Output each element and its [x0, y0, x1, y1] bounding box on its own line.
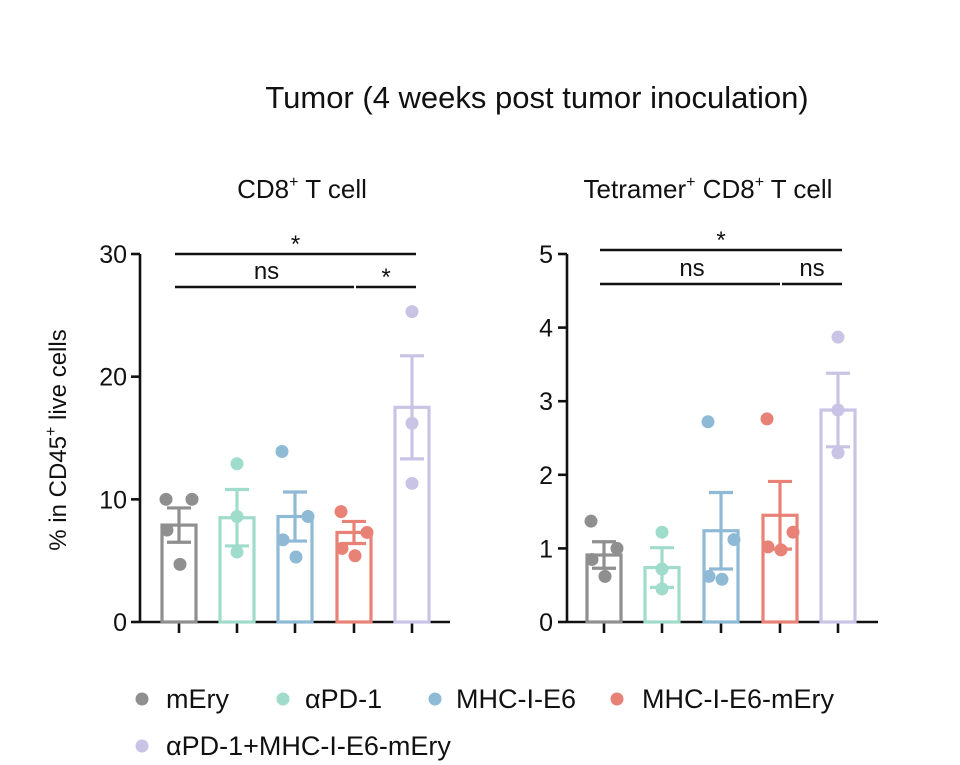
- y-tick-label: 0: [539, 609, 553, 637]
- main-title: Tumor (4 weeks post tumor inoculation): [265, 80, 808, 115]
- y-tick-label: 30: [99, 241, 127, 269]
- data-point: [655, 562, 669, 576]
- y-tick-label: 3: [539, 388, 553, 416]
- data-point: [360, 525, 374, 539]
- legend-marker: [135, 692, 149, 706]
- data-point: [786, 525, 800, 539]
- panel-title-tetramer: Tetramer+ CD8+ T cell: [584, 174, 833, 204]
- panel-title-tetramer-main: Tetramer: [584, 174, 687, 204]
- data-point: [276, 533, 290, 547]
- legend-label: mEry: [166, 684, 229, 714]
- data-point: [655, 525, 669, 539]
- legend: mEry αPD-1 MHC-I-E6 MHC-I-E6-mEry αPD-1+MHC-…: [135, 684, 834, 761]
- data-point: [831, 403, 845, 417]
- data-point: [655, 582, 669, 596]
- data-point: [275, 444, 289, 458]
- data-point: [160, 523, 174, 537]
- significance-label: ns: [679, 255, 704, 282]
- significance-label: ns: [799, 255, 824, 282]
- legend-marker: [135, 739, 149, 753]
- data-point: [405, 305, 419, 319]
- data-point: [702, 569, 716, 583]
- y-axis-label-end: live cells: [45, 329, 72, 426]
- data-point: [727, 533, 741, 547]
- data-point: [173, 557, 187, 571]
- panel-title-tetramer-mid: CD8: [695, 174, 754, 204]
- legend-label: αPD-1: [305, 684, 382, 714]
- y-tick-label: 5: [539, 241, 553, 269]
- data-point: [230, 545, 244, 559]
- data-point: [405, 416, 419, 430]
- data-point: [760, 412, 774, 426]
- data-point: [335, 541, 349, 555]
- y-tick-label: 10: [99, 486, 127, 514]
- panel-title-tetramer-sup: +: [686, 174, 695, 191]
- data-point: [230, 457, 244, 471]
- panel-title-cd8: CD8+ T cell: [237, 174, 367, 204]
- data-point: [585, 552, 599, 566]
- data-point: [334, 505, 348, 519]
- y-tick-label: 4: [539, 315, 553, 343]
- panel-title-tetramer-end: T cell: [764, 174, 832, 204]
- legend-label: MHC-I-E6-mEry: [642, 684, 834, 714]
- panel-title-cd8-end: T cell: [298, 174, 366, 204]
- data-point: [584, 514, 598, 528]
- data-point: [761, 540, 775, 554]
- panel-title-cd8-main: CD8: [237, 174, 289, 204]
- significance-label: ns: [254, 258, 279, 285]
- data-point: [301, 510, 315, 524]
- data-point: [185, 492, 199, 506]
- data-point: [831, 446, 845, 460]
- significance-label: *: [381, 264, 390, 291]
- significance-label: *: [716, 227, 725, 254]
- legend-marker: [610, 692, 624, 706]
- data-point: [348, 549, 362, 563]
- data-point: [159, 492, 173, 506]
- y-tick-label: 20: [99, 364, 127, 392]
- y-tick-label: 0: [113, 609, 127, 637]
- data-point: [598, 569, 612, 583]
- legend-label: αPD-1+MHC-I-E6-mEry: [166, 731, 451, 761]
- data-point: [405, 476, 419, 490]
- y-tick-label: 1: [539, 535, 553, 563]
- y-axis-label-main: % in CD45: [45, 436, 72, 551]
- y-axis-label: % in CD45+ live cells: [43, 329, 72, 550]
- y-axis-label-sup: +: [43, 427, 60, 436]
- data-point: [230, 510, 244, 524]
- data-point: [701, 415, 715, 429]
- data-point: [831, 330, 845, 344]
- data-point: [610, 541, 624, 555]
- legend-marker: [276, 692, 290, 706]
- data-point: [289, 550, 303, 564]
- legend-marker: [428, 692, 442, 706]
- data-point: [715, 572, 729, 586]
- chart-panel-cd8: CD8+ T cell 0 10 20 30 * ns *: [99, 174, 450, 637]
- data-point: [774, 543, 788, 557]
- panel-title-tetramer-sup2: +: [755, 174, 764, 191]
- significance-label: *: [291, 231, 300, 258]
- panel-title-cd8-sup: +: [289, 174, 298, 191]
- legend-label: MHC-I-E6: [456, 684, 576, 714]
- y-tick-label: 2: [539, 462, 553, 490]
